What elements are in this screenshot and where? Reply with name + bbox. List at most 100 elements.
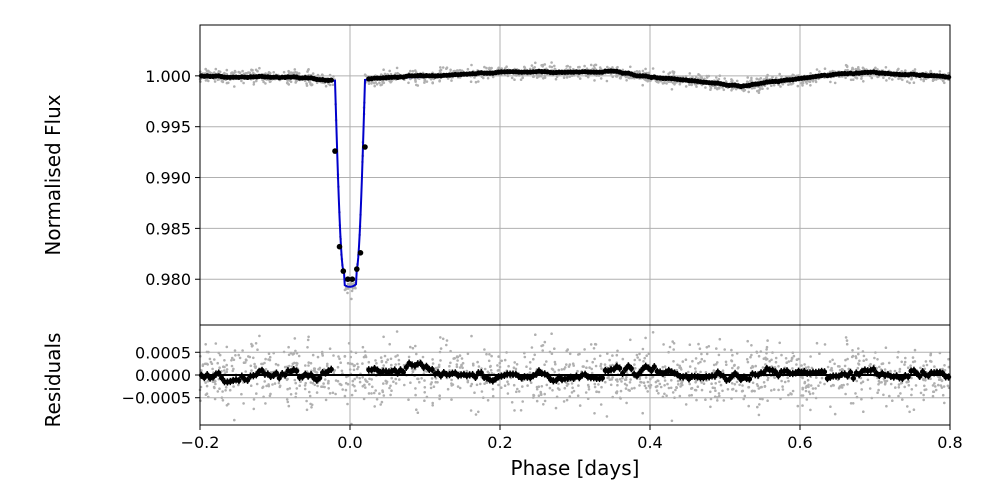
residual-raw-point — [225, 370, 228, 374]
residual-raw-point — [517, 390, 521, 393]
residual-raw-point — [381, 390, 385, 394]
residual-raw-point — [624, 387, 628, 390]
residual-raw-point — [605, 415, 609, 418]
residual-raw-point — [264, 402, 267, 405]
flux-raw-point — [780, 75, 783, 78]
residual-raw-point — [576, 394, 580, 398]
residual-raw-point — [513, 409, 516, 412]
residual-binned-point — [940, 370, 946, 376]
residual-raw-point — [327, 379, 330, 383]
residual-raw-point — [344, 381, 348, 385]
residual-raw-point — [474, 413, 478, 416]
residual-raw-point — [227, 402, 230, 406]
residual-raw-point — [946, 384, 950, 388]
flux-raw-point — [709, 88, 712, 91]
residual-raw-point — [490, 354, 493, 358]
residual-raw-point — [923, 384, 926, 388]
residual-raw-point — [733, 383, 737, 386]
residual-raw-point — [811, 387, 815, 390]
residual-raw-point — [304, 381, 308, 385]
residual-raw-point — [792, 354, 796, 358]
x-axis-ticks: −0.2 0.0 0.2 0.4 0.6 0.8 — [181, 425, 963, 452]
residual-raw-point — [698, 347, 702, 351]
residual-raw-point — [712, 369, 716, 372]
residual-raw-point — [642, 381, 646, 385]
residual-raw-point — [261, 385, 265, 389]
residual-raw-point — [521, 385, 524, 388]
residual-raw-point — [388, 386, 391, 390]
residual-raw-point — [482, 396, 485, 400]
flux-raw-point — [373, 84, 377, 88]
residual-raw-point — [778, 341, 781, 345]
residual-raw-point — [295, 352, 299, 355]
residual-raw-point — [357, 365, 360, 369]
residual-raw-point — [787, 379, 790, 383]
residual-raw-point — [593, 412, 596, 415]
flux-raw-point — [823, 67, 827, 70]
residual-raw-point — [497, 355, 500, 358]
residual-raw-point — [431, 401, 435, 405]
residual-raw-point — [315, 391, 319, 394]
residual-raw-point — [204, 343, 207, 346]
residual-raw-point — [671, 391, 675, 394]
flux-raw-point — [765, 75, 768, 79]
residual-raw-point — [747, 386, 750, 389]
flux-raw-point — [844, 63, 848, 67]
flux-raw-point — [543, 74, 546, 78]
flux-raw-point — [891, 78, 894, 81]
residual-raw-point — [773, 376, 776, 380]
residual-raw-point — [922, 377, 925, 381]
residual-raw-point — [897, 383, 901, 386]
residual-raw-point — [234, 354, 237, 357]
residual-raw-point — [479, 382, 482, 386]
residual-raw-point — [619, 389, 623, 393]
residual-raw-point — [787, 393, 790, 397]
flux-raw-point — [703, 77, 706, 81]
residual-raw-point — [647, 352, 651, 356]
residual-raw-point — [862, 410, 865, 414]
residual-raw-point — [558, 388, 561, 391]
residual-raw-point — [513, 361, 516, 364]
flux-raw-point — [490, 66, 493, 70]
residual-raw-point — [439, 347, 443, 350]
residual-raw-point — [276, 363, 280, 367]
residual-raw-point — [382, 364, 386, 367]
residual-raw-point — [471, 362, 475, 366]
residual-raw-point — [306, 338, 310, 342]
flux-raw-point — [350, 289, 354, 293]
residual-raw-point — [779, 397, 782, 401]
residual-raw-point — [551, 389, 554, 392]
flux-raw-point — [409, 69, 412, 73]
residual-raw-point — [611, 354, 614, 357]
residual-raw-point — [525, 365, 528, 369]
residual-raw-point — [577, 353, 580, 356]
flux-binned-point — [328, 77, 334, 83]
residual-raw-point — [635, 353, 639, 357]
residual-raw-point — [516, 387, 519, 391]
flux-raw-point — [295, 71, 299, 74]
residual-raw-point — [385, 382, 388, 385]
residual-raw-point — [630, 387, 634, 390]
residual-raw-point — [718, 337, 722, 341]
flux-raw-point — [207, 79, 210, 83]
flux-y-ticks: 0.980 0.985 0.990 0.995 1.000 — [145, 67, 200, 289]
residual-raw-point — [458, 354, 462, 357]
residual-raw-point — [832, 384, 835, 387]
residual-raw-point — [571, 362, 575, 366]
flux-raw-point — [595, 74, 598, 77]
flux-raw-point — [367, 82, 371, 85]
flux-raw-point — [500, 67, 504, 70]
residual-raw-point — [328, 392, 332, 395]
residual-raw-point — [209, 360, 213, 364]
residual-raw-point — [770, 358, 773, 362]
residual-raw-point — [647, 384, 651, 388]
residual-binned-point — [317, 375, 323, 381]
residual-raw-point — [910, 388, 914, 391]
flux-raw-point — [663, 81, 666, 85]
residual-raw-point — [658, 382, 662, 386]
residual-raw-point — [716, 361, 719, 364]
residual-raw-point — [833, 412, 837, 416]
flux-raw-point — [264, 82, 267, 85]
residual-raw-point — [380, 400, 384, 404]
flux-raw-point — [938, 70, 942, 73]
